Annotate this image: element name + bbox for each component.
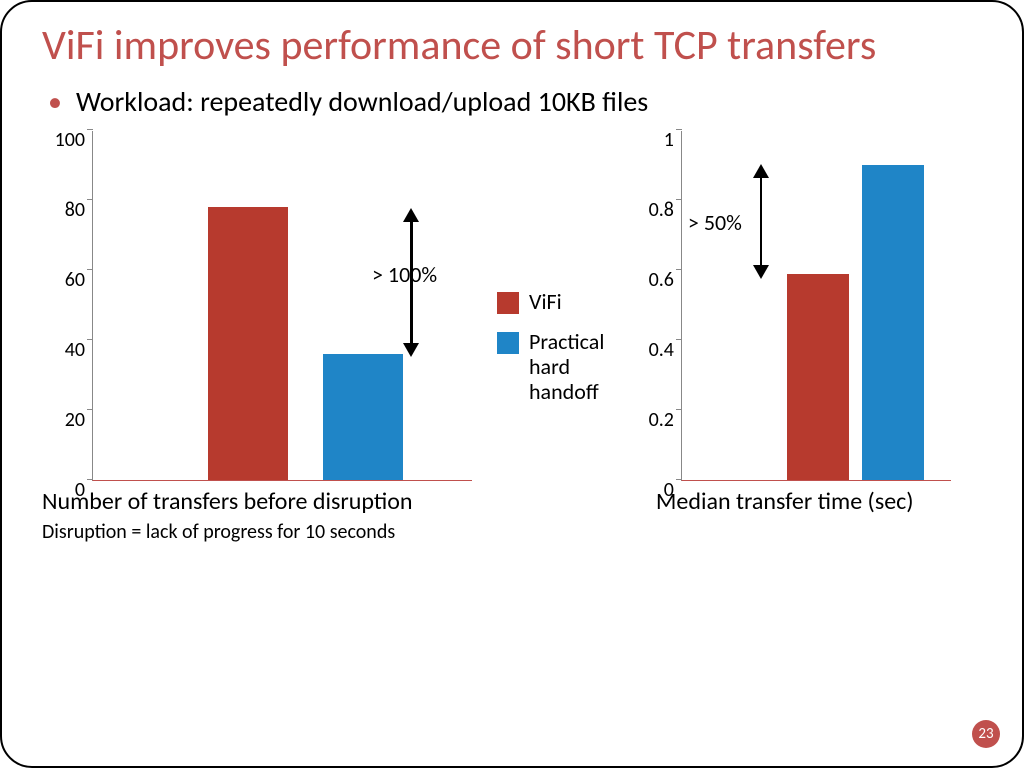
arrow-icon — [760, 171, 763, 269]
y-tick-label: 0.8 — [649, 198, 682, 222]
legend-label-vifi: ViFi — [529, 289, 562, 314]
y-tick-label: 60 — [65, 268, 93, 292]
y-tick-mark — [87, 409, 93, 411]
y-tick-label: 1 — [664, 128, 682, 152]
y-tick-label: 0.6 — [649, 268, 682, 292]
y-tick-label: 0.4 — [649, 338, 682, 362]
chart-transfers-sublabel: Disruption = lack of progress for 10 sec… — [42, 520, 616, 544]
chart-transfers-xlabel: Number of transfers before disruption — [42, 487, 616, 516]
chart-transfers-annotation: > 100% — [372, 261, 437, 288]
y-tick-mark — [87, 479, 93, 481]
y-tick-label: 0 — [75, 478, 93, 502]
y-tick-label: 100 — [55, 128, 93, 152]
arrowhead-down-icon — [403, 343, 419, 357]
bar-handoff — [323, 354, 403, 480]
y-tick-mark — [87, 339, 93, 341]
y-tick-mark — [676, 479, 682, 481]
arrowhead-up-icon — [753, 164, 769, 178]
y-tick-mark — [676, 269, 682, 271]
bullet-text: Workload: repeatedly download/upload 10K… — [76, 84, 648, 119]
chart-median-xlabel: Median transfer time (sec) — [656, 487, 992, 516]
legend: ViFi Practical hard handoff — [497, 289, 616, 418]
y-tick-mark — [87, 269, 93, 271]
chart-median-time-plot: 00.20.40.60.81 — [681, 131, 951, 481]
slide-title: ViFi improves performance of short TCP t… — [42, 22, 992, 70]
legend-swatch-vifi — [497, 292, 519, 314]
arrowhead-up-icon — [403, 208, 419, 222]
y-tick-label: 20 — [65, 408, 93, 432]
bullet-icon: • — [48, 84, 62, 116]
legend-item-vifi: ViFi — [497, 289, 616, 314]
bar-handoff — [862, 165, 924, 480]
legend-label-handoff: Practical hard handoff — [529, 329, 616, 405]
y-tick-label: 40 — [65, 338, 93, 362]
bullet-item: • Workload: repeatedly download/upload 1… — [48, 84, 992, 119]
legend-item-handoff: Practical hard handoff — [497, 329, 616, 405]
charts-container: 020406080100 > 100% ViFi Practical hard … — [42, 131, 992, 544]
legend-swatch-handoff — [497, 332, 519, 354]
y-tick-mark — [87, 129, 93, 131]
y-tick-mark — [676, 129, 682, 131]
slide-frame: ViFi improves performance of short TCP t… — [0, 0, 1024, 768]
chart-median-time: 00.20.40.60.81 > 50% Median transfer tim… — [626, 131, 992, 544]
page-number-badge: 23 — [972, 720, 1000, 748]
bar-vifi — [787, 274, 849, 481]
chart-median-annotation: > 50% — [688, 209, 742, 236]
y-tick-mark — [87, 199, 93, 201]
y-tick-label: 80 — [65, 198, 93, 222]
chart-transfers: 020406080100 > 100% ViFi Practical hard … — [42, 131, 616, 544]
page-number: 23 — [978, 725, 993, 743]
y-tick-mark — [676, 409, 682, 411]
y-tick-label: 0 — [664, 478, 682, 502]
bar-vifi — [208, 207, 288, 480]
y-tick-label: 0.2 — [649, 408, 682, 432]
y-tick-mark — [676, 199, 682, 201]
y-tick-mark — [676, 339, 682, 341]
arrowhead-down-icon — [753, 265, 769, 279]
chart-transfers-plot: 020406080100 — [92, 131, 472, 481]
